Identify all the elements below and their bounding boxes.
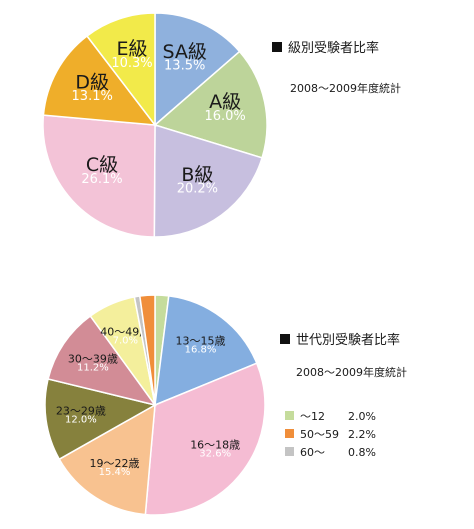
legend-swatch-50-59 — [285, 429, 294, 438]
grade-chart-title: 級別受験者比率 — [288, 40, 379, 56]
legend-label-12: 〜12 — [300, 410, 325, 423]
age-slice-value-2: 32.6% — [199, 448, 231, 459]
grade-slice-value-5: 10.3% — [111, 56, 152, 71]
age-slice-30-39-5 — [47, 314, 157, 407]
grade-slice-value-0: 13.5% — [164, 59, 205, 74]
legend-swatch-12 — [285, 411, 294, 420]
age-slice-value-4: 12.0% — [65, 414, 97, 425]
age-slice-label-6: 40〜49歳 — [100, 325, 150, 338]
age-slice-label-3: 19〜22歳 — [90, 457, 140, 470]
age-slice-label-4: 23〜29歳 — [56, 404, 106, 417]
age-slice-label-2: 16〜18歳 — [190, 438, 240, 451]
grade-slice-A-1 — [153, 50, 268, 159]
grade-slice-label-1: A級 — [209, 91, 241, 113]
grade-slice-C-3 — [42, 114, 156, 238]
age-pie-chart: 13〜15歳16.8%16〜18歳32.6%19〜22歳15.4%23〜29歳1… — [44, 294, 266, 516]
grade-slice-value-4: 13.1% — [72, 89, 113, 104]
grade-slice-label-5: E級 — [116, 38, 147, 60]
grade-slice-E-5 — [85, 12, 156, 128]
legend-value-12: 2.0% — [348, 410, 376, 423]
grade-title-marker — [272, 42, 282, 52]
age-chart-subtitle: 2008〜2009年度統計 — [296, 365, 407, 379]
grade-chart-subtitle: 2008〜2009年度統計 — [290, 81, 401, 95]
age-slice-value-6: 7.0% — [113, 335, 138, 346]
age-slice-label-5: 30〜39歳 — [68, 352, 118, 365]
age-slice-50-59-8 — [138, 294, 156, 406]
legend-value-50-59: 2.2% — [348, 428, 376, 441]
age-slice-19-22-3 — [58, 403, 156, 516]
age-slice-value-3: 15.4% — [99, 467, 131, 478]
legend-label-60: 60〜 — [300, 446, 325, 459]
age-title-marker — [280, 334, 290, 344]
age-slice-13-15-1 — [154, 295, 258, 407]
grade-slice-label-3: C級 — [86, 154, 118, 176]
age-slice-value-1: 16.8% — [185, 345, 217, 356]
grade-slice-D-4 — [42, 34, 157, 126]
grade-slice-label-2: B級 — [181, 164, 213, 186]
legend-swatch-60 — [285, 447, 294, 456]
grade-slice-label-0: SA級 — [162, 41, 206, 63]
legend-value-60: 0.8% — [348, 446, 376, 459]
age-slice-label-1: 13〜15歳 — [176, 335, 226, 348]
grade-slice-label-4: D級 — [75, 71, 109, 93]
grade-slice-value-1: 16.0% — [204, 109, 245, 124]
age-chart-title: 世代別受験者比率 — [296, 332, 400, 348]
age-slice-value-5: 11.2% — [77, 362, 109, 373]
age-slice-16-18-2 — [144, 362, 266, 516]
grade-slice-B-2 — [153, 123, 264, 238]
grade-slice-SA-0 — [154, 12, 241, 127]
age-small-slice-legend: 〜12 2.0% 50〜59 2.2% 60〜 0.8% — [285, 410, 376, 459]
grade-slice-value-3: 26.1% — [81, 172, 122, 187]
grade-slice-value-2: 20.2% — [177, 182, 218, 197]
legend-label-50-59: 50〜59 — [300, 428, 339, 441]
